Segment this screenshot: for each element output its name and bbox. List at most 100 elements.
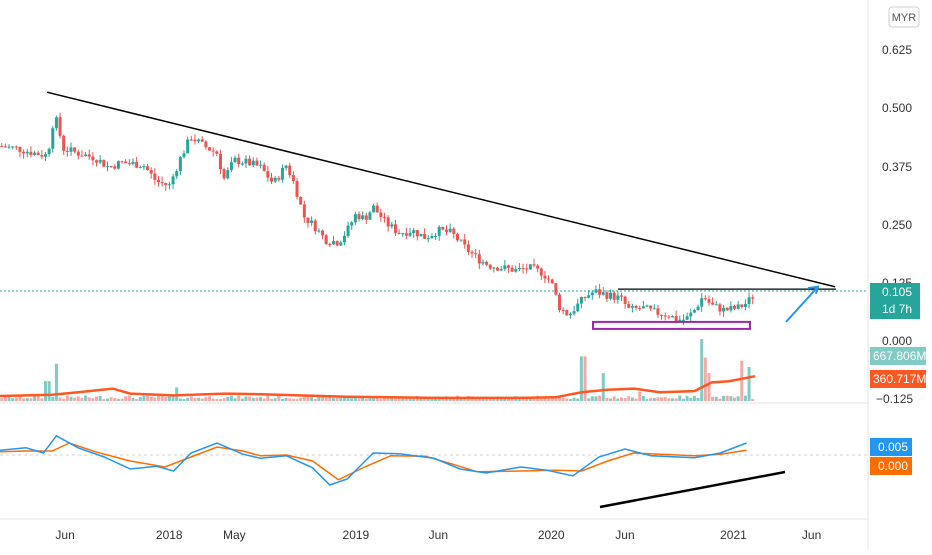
candle-body bbox=[663, 315, 667, 317]
candle-body bbox=[561, 310, 565, 312]
volume-bar bbox=[452, 397, 456, 401]
volume-bar bbox=[663, 397, 667, 401]
time-axis[interactable]: Jun 2018 May 2019 Jun 2020 Jun 2021 Jun bbox=[55, 528, 821, 542]
volume-bar bbox=[14, 397, 18, 401]
candle-body bbox=[251, 160, 255, 166]
candle-body bbox=[62, 135, 66, 151]
candle-body bbox=[149, 170, 153, 174]
volume-bar bbox=[62, 398, 66, 401]
volume-bar bbox=[324, 397, 328, 401]
volume-bar bbox=[488, 397, 492, 401]
candle-body bbox=[747, 297, 751, 304]
volume-bar bbox=[539, 398, 543, 401]
candle-body bbox=[579, 297, 583, 304]
candle-body bbox=[255, 160, 259, 166]
volume-bar bbox=[401, 398, 405, 401]
candle-body bbox=[426, 238, 430, 240]
candle-body bbox=[660, 314, 664, 316]
candle-body bbox=[496, 267, 500, 271]
volume-bar bbox=[641, 396, 645, 401]
candle-body bbox=[609, 292, 613, 299]
candle-body bbox=[558, 294, 562, 311]
divergence-line bbox=[599, 470, 786, 509]
volume-bar bbox=[751, 399, 755, 401]
candle-body bbox=[463, 239, 467, 245]
volume-ma-label: 360.717M bbox=[873, 372, 926, 386]
candle-body bbox=[262, 164, 266, 172]
candle-body bbox=[689, 312, 693, 317]
volume-bar bbox=[463, 398, 467, 401]
candle-body bbox=[455, 233, 459, 241]
candle-body bbox=[466, 244, 470, 252]
volume-bar bbox=[186, 397, 190, 401]
candle-body bbox=[612, 292, 616, 300]
volume-bar bbox=[386, 396, 390, 401]
volume-bar bbox=[116, 399, 120, 401]
volume-label: 667.806M bbox=[873, 349, 926, 363]
candle-body bbox=[652, 308, 656, 310]
volume-bar bbox=[383, 398, 387, 401]
volume-bar bbox=[649, 398, 653, 401]
candle-body bbox=[335, 241, 339, 246]
volume-bar bbox=[211, 398, 215, 401]
time-tick-label: Jun bbox=[615, 528, 634, 542]
oscillator-fast-tag: 0.005 bbox=[870, 438, 912, 456]
volume-bar bbox=[54, 363, 58, 401]
volume-bar bbox=[95, 396, 99, 401]
volume-bar bbox=[609, 398, 613, 401]
volume-bar bbox=[113, 398, 117, 401]
time-tick-label: 2019 bbox=[343, 528, 370, 542]
oscillator-slow-tag: 0.000 bbox=[870, 457, 912, 475]
volume-bar bbox=[634, 398, 638, 401]
volume-bar bbox=[182, 399, 186, 401]
candle-body bbox=[175, 171, 179, 177]
candle-body bbox=[270, 177, 274, 182]
candle-body bbox=[503, 265, 507, 270]
drawing-tools[interactable] bbox=[46, 91, 836, 330]
candle-body bbox=[444, 229, 448, 232]
volume-bar bbox=[459, 397, 463, 401]
volume-bar bbox=[328, 397, 332, 401]
candle-body bbox=[623, 296, 627, 304]
volume-bar bbox=[178, 398, 182, 401]
candle-body bbox=[375, 205, 379, 213]
candle-body bbox=[390, 224, 394, 227]
candle-body bbox=[474, 253, 478, 255]
volume-bar bbox=[404, 398, 408, 401]
price-tick-label: 0.000 bbox=[882, 334, 912, 348]
candle-body bbox=[138, 167, 142, 169]
candle-body bbox=[711, 302, 715, 305]
candle-body bbox=[350, 222, 354, 226]
candle-body bbox=[105, 166, 109, 168]
volume-bar bbox=[630, 397, 634, 401]
volume-bar bbox=[671, 398, 675, 401]
volume-bar bbox=[361, 396, 365, 401]
candle-body bbox=[736, 304, 740, 309]
candle-body bbox=[280, 167, 284, 180]
candle-body bbox=[616, 295, 620, 300]
candle-body bbox=[197, 139, 201, 142]
volume-bar bbox=[142, 395, 146, 401]
currency-badge[interactable]: MYR bbox=[888, 6, 920, 28]
candle-body bbox=[437, 226, 441, 236]
time-tick-label: 2020 bbox=[538, 528, 565, 542]
volume-bar bbox=[532, 398, 536, 401]
volume-bar bbox=[288, 398, 292, 401]
candle-body bbox=[160, 182, 164, 184]
volume-bar bbox=[346, 396, 350, 401]
volume-bar bbox=[313, 398, 317, 401]
last-price-label: 0.105 bbox=[882, 285, 912, 299]
candle-body bbox=[116, 161, 120, 169]
volume-bar bbox=[335, 397, 339, 401]
candle-body bbox=[218, 153, 222, 170]
candle-body bbox=[568, 313, 572, 316]
candle-body bbox=[109, 166, 113, 168]
volume-bar bbox=[725, 395, 729, 401]
candle-body bbox=[692, 310, 696, 313]
candle-body bbox=[470, 251, 474, 254]
time-tick-label: 2021 bbox=[720, 528, 747, 542]
candle-body bbox=[339, 242, 343, 246]
candle-body bbox=[33, 152, 37, 155]
